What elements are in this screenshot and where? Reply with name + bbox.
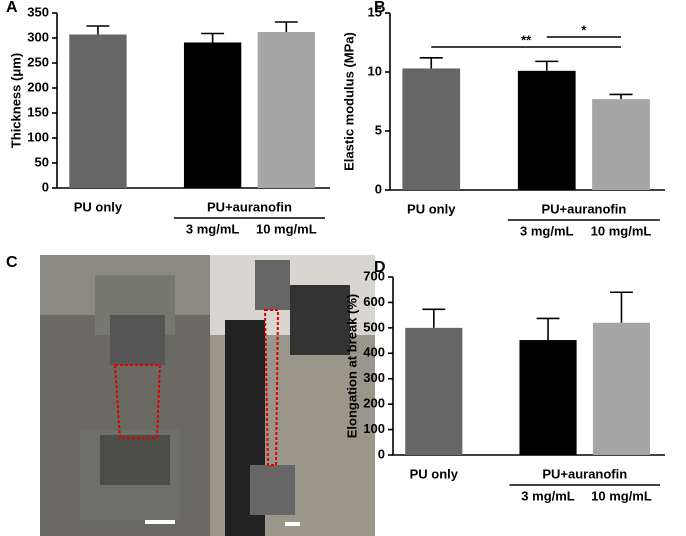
panel-label: C	[6, 254, 18, 271]
clamp-top	[110, 315, 165, 365]
y-axis-label: Elongation at break (%)	[344, 294, 359, 438]
significance-label: *	[581, 22, 587, 37]
y-tick-label: 700	[363, 268, 385, 283]
y-tick-label: 100	[27, 129, 49, 144]
panel-label: D	[374, 259, 386, 276]
significance-label: **	[521, 32, 532, 47]
device	[290, 285, 350, 355]
panel-label: B	[374, 0, 386, 16]
y-axis-label: Thickness (μm)	[8, 53, 23, 148]
sample-outline	[113, 364, 162, 439]
x-tick-label: 3 mg/mL	[520, 223, 574, 238]
y-tick-label: 100	[363, 421, 385, 436]
y-tick-label: 350	[27, 4, 49, 19]
y-tick-label: 5	[375, 122, 382, 137]
x-tick-label: 10 mg/mL	[591, 488, 652, 503]
bar	[592, 322, 651, 455]
photo-panel: C	[6, 254, 375, 536]
y-tick-label: 500	[363, 319, 385, 334]
x-tick-label: PU only	[407, 201, 456, 216]
y-tick-label: 0	[42, 179, 49, 194]
y-tick-label: 0	[378, 446, 385, 461]
y-axis-label: Elastic modulus (MPa)	[341, 32, 356, 171]
group-label: PU+auranofin	[541, 201, 626, 216]
x-tick-label: 3 mg/mL	[186, 221, 240, 236]
y-tick-label: 300	[27, 29, 49, 44]
bar	[69, 34, 127, 188]
y-tick-label: 600	[363, 294, 385, 309]
x-tick-label: PU only	[410, 466, 459, 481]
panel-label: A	[6, 0, 18, 16]
scale-bar	[145, 520, 175, 524]
x-tick-label: 3 mg/mL	[521, 488, 575, 503]
bar	[183, 42, 242, 188]
group-label: PU+auranofin	[542, 466, 627, 481]
y-tick-label: 150	[27, 104, 49, 119]
y-tick-label: 250	[27, 54, 49, 69]
bar	[517, 70, 576, 190]
bar	[592, 99, 650, 190]
bar	[519, 340, 577, 455]
bar	[405, 327, 463, 455]
y-tick-label: 0	[375, 181, 382, 196]
scale-bar	[285, 522, 300, 526]
bar	[402, 68, 461, 190]
grip-bottom-right	[250, 465, 295, 515]
y-tick-label: 300	[363, 370, 385, 385]
clamp-bottom	[100, 435, 170, 485]
y-tick-label: 200	[363, 396, 385, 411]
y-tick-label: 10	[368, 63, 382, 78]
sample-outline	[263, 309, 280, 466]
grip-top-right	[255, 260, 290, 310]
group-label: PU+auranofin	[207, 199, 292, 214]
y-tick-label: 50	[35, 154, 49, 169]
bar	[257, 32, 315, 188]
x-tick-label: PU only	[74, 199, 123, 214]
y-tick-label: 200	[27, 79, 49, 94]
y-tick-label: 400	[363, 345, 385, 360]
x-tick-label: 10 mg/mL	[256, 221, 317, 236]
x-tick-label: 10 mg/mL	[591, 223, 652, 238]
y-tick-label: 15	[368, 4, 382, 19]
